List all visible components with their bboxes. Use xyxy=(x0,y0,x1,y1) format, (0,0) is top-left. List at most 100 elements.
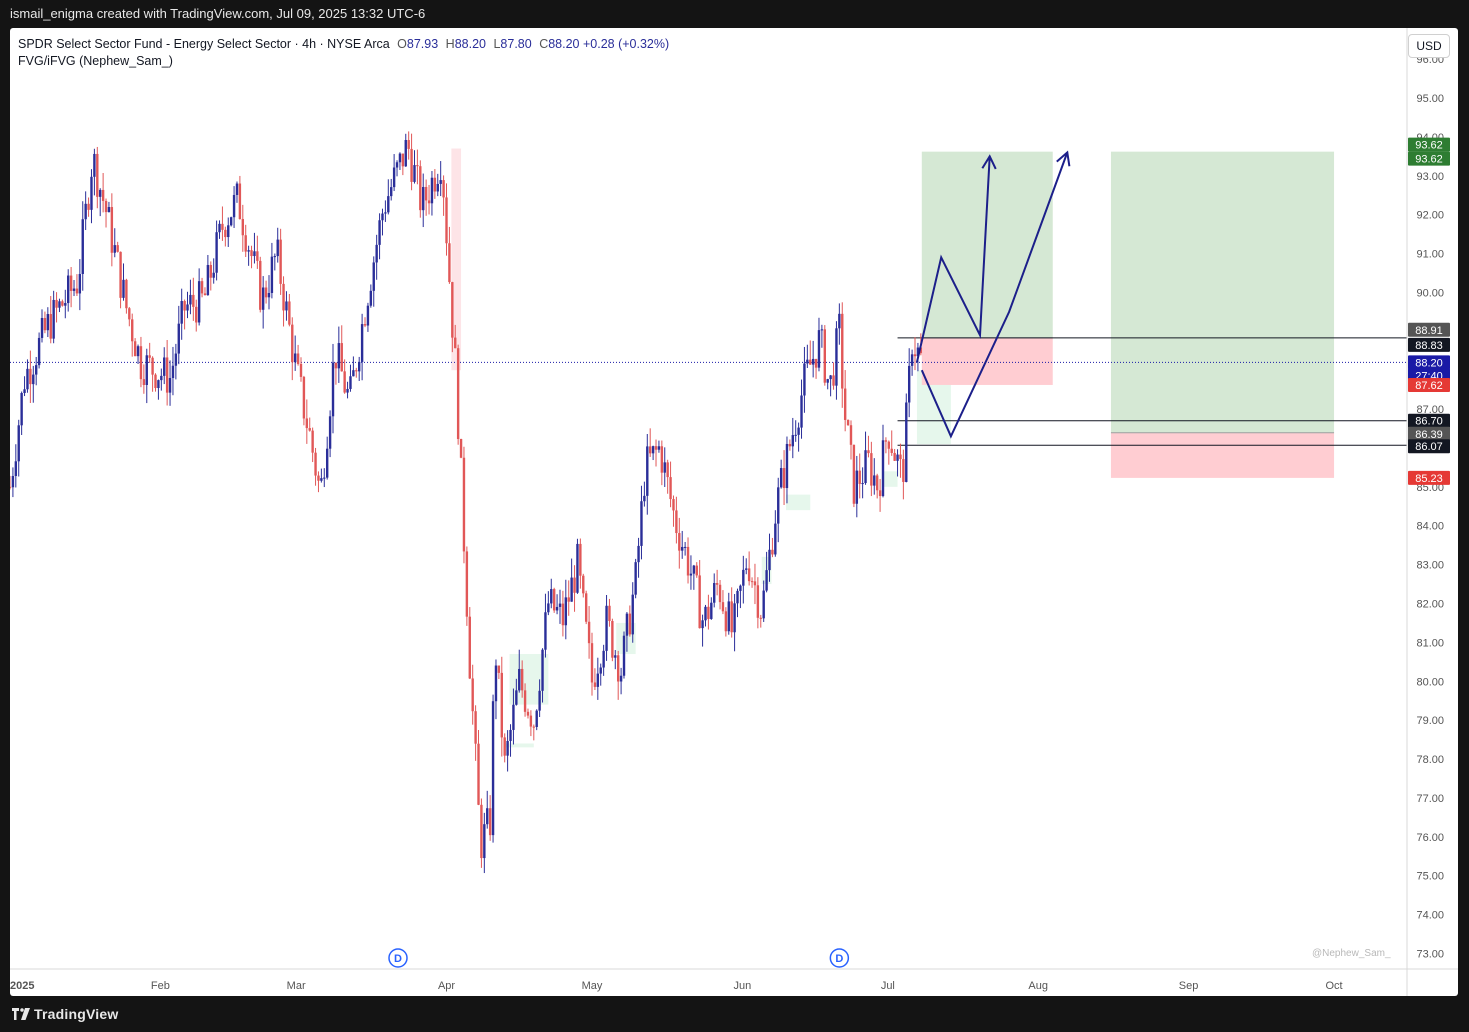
candle-body-107 xyxy=(320,478,323,481)
tradingview-brand: TradingView xyxy=(34,1006,119,1022)
candle-body-219 xyxy=(646,446,649,496)
candle-body-171 xyxy=(506,740,509,756)
price-tick-1: 95.00 xyxy=(1416,93,1444,105)
candle-body-269 xyxy=(791,435,794,447)
candle-body-198 xyxy=(584,593,588,622)
candle-body-44 xyxy=(136,346,140,357)
author-watermark: @Nephew_Sam_ xyxy=(1312,948,1391,959)
candle-body-55 xyxy=(168,378,172,393)
candle-body-65 xyxy=(197,281,201,323)
candle-body-313 xyxy=(919,347,923,354)
candle-body-236 xyxy=(695,565,698,576)
candle-body-7 xyxy=(29,368,32,385)
time-tick-8: Sep xyxy=(1179,980,1199,992)
price-tick-17: 79.00 xyxy=(1416,715,1444,727)
candle-body-18 xyxy=(61,301,64,306)
candle-body-167 xyxy=(494,665,498,702)
footer-bar: TradingView xyxy=(0,996,1469,1032)
candle-body-224 xyxy=(660,446,664,473)
candle-body-33 xyxy=(104,200,108,213)
candle-body-275 xyxy=(809,359,812,365)
candle-body-204 xyxy=(602,650,605,668)
candle-body-270 xyxy=(794,434,797,436)
candle-body-218 xyxy=(643,495,646,502)
candle-body-306 xyxy=(899,454,902,460)
candle-body-104 xyxy=(311,430,314,453)
price-label-box-7 xyxy=(1408,413,1450,428)
candle-body-287 xyxy=(843,388,847,420)
price-label-8: 86.39 xyxy=(1415,429,1443,441)
candle-body-119 xyxy=(355,370,358,372)
candle-body-59 xyxy=(180,301,183,324)
candle-body-174 xyxy=(515,690,518,705)
candle-body-99 xyxy=(296,353,300,364)
candle-body-289 xyxy=(849,425,853,445)
candle-body-138 xyxy=(410,148,413,182)
candle-body-266 xyxy=(782,468,786,489)
candle-body-68 xyxy=(206,264,210,296)
symbol-legend: SPDR Select Sector Fund - Energy Select … xyxy=(18,37,669,51)
candle-body-87 xyxy=(261,287,265,310)
candle-body-268 xyxy=(788,443,792,447)
fvg-zone-3 xyxy=(504,743,534,748)
fvg-zone-0 xyxy=(451,148,462,371)
price-label-4: 88.20 xyxy=(1415,357,1443,369)
price-tick-19: 77.00 xyxy=(1416,793,1444,805)
candle-body-309 xyxy=(907,365,911,403)
price-tick-22: 74.00 xyxy=(1416,910,1444,922)
price-chart[interactable]: DD 96.0095.0094.0093.0092.0091.0090.0089… xyxy=(10,28,1458,996)
candle-body-205 xyxy=(605,605,608,651)
symbol-title: SPDR Select Sector Fund - Energy Select … xyxy=(18,37,390,51)
candle-body-125 xyxy=(372,262,375,291)
chart-credit-bar: ismail_enigma created with TradingView.c… xyxy=(0,0,1469,28)
candle-body-9 xyxy=(34,365,38,375)
high-label: H xyxy=(445,37,455,51)
time-tick-4: May xyxy=(582,980,603,992)
low-value: 87.80 xyxy=(500,37,532,51)
time-tick-0: 2025 xyxy=(10,980,34,992)
candle-body-155 xyxy=(459,439,463,458)
candle-body-170 xyxy=(503,737,506,756)
candle-body-145 xyxy=(430,177,434,204)
dividend-marker-label-1: D xyxy=(835,953,843,965)
candle-body-233 xyxy=(686,546,690,576)
price-label-9: 86.07 xyxy=(1415,441,1443,453)
candle-body-114 xyxy=(340,343,343,372)
candle-body-195 xyxy=(576,543,579,593)
candle-body-67 xyxy=(203,293,207,296)
candle-body-262 xyxy=(771,549,774,555)
candle-body-32 xyxy=(101,189,105,201)
price-label-7: 86.70 xyxy=(1415,416,1443,428)
candle-body-223 xyxy=(657,446,661,450)
candle-body-19 xyxy=(64,303,67,306)
price-tick-9: 87.00 xyxy=(1416,404,1444,416)
candle-body-307 xyxy=(902,459,905,482)
candle-body-144 xyxy=(427,200,431,204)
chart-frame[interactable]: DD 96.0095.0094.0093.0092.0091.0090.0089… xyxy=(10,28,1458,996)
candle-body-279 xyxy=(820,329,824,331)
candle-body-292 xyxy=(858,470,861,484)
currency-button[interactable]: USD xyxy=(1408,34,1450,58)
candle-body-121 xyxy=(360,324,364,362)
candle-body-151 xyxy=(448,243,451,283)
candle-body-57 xyxy=(174,353,178,366)
candle-body-61 xyxy=(186,304,189,311)
candle-body-238 xyxy=(701,620,704,629)
candle-body-143 xyxy=(424,186,428,201)
candle-body-102 xyxy=(305,418,309,429)
time-tick-6: Jul xyxy=(881,980,895,992)
time-tick-7: Aug xyxy=(1028,980,1048,992)
candle-body-38 xyxy=(119,251,122,298)
candle-body-130 xyxy=(387,196,390,213)
candle-body-162 xyxy=(480,804,483,859)
indicator-legend[interactable]: FVG/iFVG (Nephew_Sam_) xyxy=(18,54,173,68)
candle-body-164 xyxy=(486,808,489,825)
fvg-zone-7 xyxy=(883,471,898,487)
candle-body-184 xyxy=(544,612,547,650)
candle-body-73 xyxy=(221,223,224,230)
candle-body-22 xyxy=(72,288,76,291)
candle-body-20 xyxy=(67,275,70,304)
candle-body-274 xyxy=(806,359,809,364)
tradingview-logo[interactable]: TradingView xyxy=(12,1006,118,1022)
candle-body-72 xyxy=(218,223,221,233)
